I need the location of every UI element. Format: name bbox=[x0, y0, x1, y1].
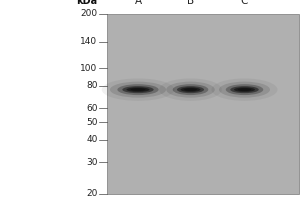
Text: 200: 200 bbox=[80, 9, 98, 19]
Text: 40: 40 bbox=[86, 135, 98, 144]
Ellipse shape bbox=[130, 88, 146, 91]
Text: 20: 20 bbox=[86, 190, 98, 198]
Text: C: C bbox=[241, 0, 248, 6]
Ellipse shape bbox=[219, 82, 270, 98]
Ellipse shape bbox=[238, 88, 251, 91]
Ellipse shape bbox=[173, 84, 208, 95]
Ellipse shape bbox=[127, 87, 150, 92]
Ellipse shape bbox=[177, 86, 204, 93]
Text: B: B bbox=[187, 0, 194, 6]
Bar bbox=[106, 14, 298, 194]
Text: 60: 60 bbox=[86, 104, 98, 113]
Ellipse shape bbox=[166, 82, 215, 98]
Ellipse shape bbox=[159, 78, 222, 101]
Ellipse shape bbox=[212, 78, 278, 101]
Text: A: A bbox=[134, 0, 142, 6]
Ellipse shape bbox=[234, 87, 255, 92]
Text: kDa: kDa bbox=[76, 0, 98, 6]
Text: 30: 30 bbox=[86, 158, 98, 167]
Ellipse shape bbox=[110, 82, 166, 98]
Ellipse shape bbox=[226, 84, 263, 95]
Ellipse shape bbox=[184, 88, 197, 91]
Ellipse shape bbox=[230, 86, 259, 93]
Text: 100: 100 bbox=[80, 64, 98, 73]
Text: 80: 80 bbox=[86, 81, 98, 90]
Ellipse shape bbox=[102, 78, 174, 101]
Text: 50: 50 bbox=[86, 118, 98, 127]
Ellipse shape bbox=[181, 87, 200, 92]
Text: 140: 140 bbox=[80, 37, 98, 46]
Ellipse shape bbox=[117, 84, 159, 95]
Ellipse shape bbox=[122, 86, 154, 93]
